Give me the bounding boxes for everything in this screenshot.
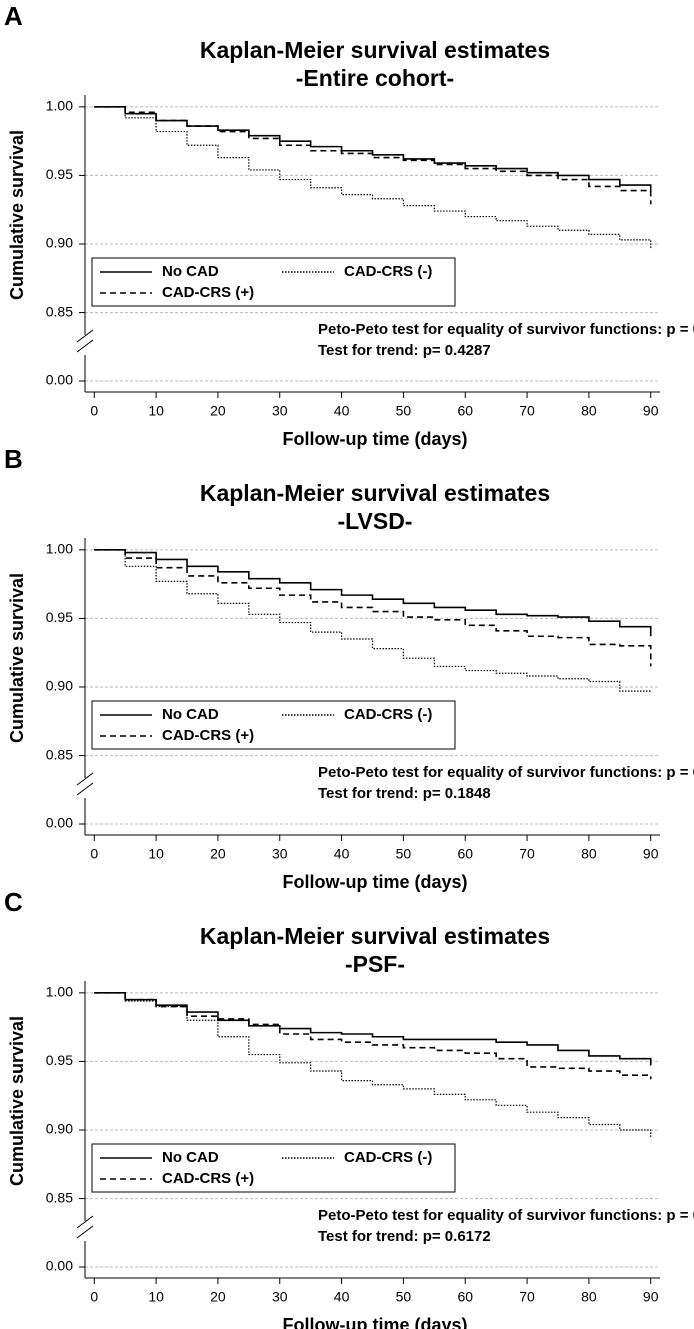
x-tick-label: 10 [148,1289,164,1305]
legend-label: CAD-CRS (-) [344,1149,432,1166]
legend-label: CAD-CRS (-) [344,706,432,723]
x-tick-label: 20 [210,846,226,862]
y-axis-label: Cumulative survival [7,1016,27,1186]
x-tick-label: 10 [148,846,164,862]
chart-title: Kaplan-Meier survival estimates [200,480,550,506]
y-tick-label: 0.90 [46,235,73,251]
y-tick-label: 0.00 [46,815,73,831]
x-axis-label: Follow-up time (days) [282,1315,467,1329]
chart-subtitle: -PSF- [345,951,405,977]
chart-subtitle: -LVSD- [338,508,413,534]
x-tick-label: 70 [519,1289,535,1305]
x-tick-label: 90 [643,403,659,419]
y-tick-label: 1.00 [46,98,73,114]
legend-label: CAD-CRS (+) [162,284,254,301]
panel-letter: B [4,444,23,474]
legend-box [91,700,456,750]
x-tick-label: 20 [210,403,226,419]
x-axis-label: Follow-up time (days) [282,872,467,892]
x-tick-label: 10 [148,403,164,419]
legend-box [91,1143,456,1193]
y-tick-label: 0.00 [46,372,73,388]
panel-letter: C [4,887,23,917]
x-tick-label: 70 [519,403,535,419]
x-tick-label: 50 [396,403,412,419]
annotation: Peto-Peto test for equality of survivor … [318,764,694,781]
x-tick-label: 70 [519,846,535,862]
survival-curve [94,549,652,637]
axis-break [76,782,94,796]
y-axis-label: Cumulative survival [7,130,27,300]
annotation: Test for trend: p= 0.6172 [318,1228,491,1245]
annotation: Test for trend: p= 0.4287 [318,342,491,359]
y-tick-label: 0.90 [46,1121,73,1137]
x-tick-label: 60 [457,1289,473,1305]
y-tick-label: 0.85 [46,1189,73,1205]
y-tick-label: 0.90 [46,678,73,694]
annotation: Peto-Peto test for equality of survivor … [318,1207,694,1224]
x-tick-label: 0 [90,1289,98,1305]
y-axis-label: Cumulative survival [7,573,27,743]
x-tick-label: 40 [334,403,350,419]
annotation: Test for trend: p= 0.1848 [318,785,491,802]
x-tick-label: 0 [90,403,98,419]
survival-curve [94,106,652,250]
y-tick-label: 0.95 [46,1052,73,1068]
legend-label: CAD-CRS (+) [162,727,254,744]
y-tick-label: 0.85 [46,746,73,762]
y-tick-label: 0.95 [46,609,73,625]
panel-letter: A [4,1,23,31]
y-tick-label: 1.00 [46,984,73,1000]
x-tick-label: 60 [457,403,473,419]
x-tick-label: 0 [90,846,98,862]
axis-break [76,772,94,786]
x-tick-label: 20 [210,1289,226,1305]
annotation: Peto-Peto test for equality of survivor … [318,321,694,338]
axis-break [76,339,94,353]
axis-break [76,1225,94,1239]
x-tick-label: 90 [643,1289,659,1305]
chart-title: Kaplan-Meier survival estimates [200,37,550,63]
x-tick-label: 80 [581,1289,597,1305]
survival-curve [94,549,652,693]
legend-box [91,257,456,307]
x-tick-label: 30 [272,846,288,862]
x-tick-label: 50 [396,846,412,862]
legend-label: CAD-CRS (+) [162,1170,254,1187]
axis-break [76,1215,94,1229]
x-tick-label: 60 [457,846,473,862]
x-tick-label: 40 [334,846,350,862]
legend-label: No CAD [162,263,219,280]
x-tick-label: 50 [396,1289,412,1305]
survival-curve [94,992,652,1066]
survival-curve [94,549,652,667]
survival-curve [94,992,652,1080]
x-tick-label: 80 [581,846,597,862]
legend-label: CAD-CRS (-) [344,263,432,280]
x-tick-label: 30 [272,403,288,419]
x-tick-label: 80 [581,403,597,419]
survival-curve [94,992,652,1137]
x-axis-label: Follow-up time (days) [282,429,467,449]
y-tick-label: 0.85 [46,303,73,319]
axis-break [76,329,94,343]
y-tick-label: 1.00 [46,541,73,557]
legend-label: No CAD [162,1149,219,1166]
x-tick-label: 90 [643,846,659,862]
chart-subtitle: -Entire cohort- [296,65,454,91]
chart-title: Kaplan-Meier survival estimates [200,923,550,949]
y-tick-label: 0.00 [46,1258,73,1274]
legend-label: No CAD [162,706,219,723]
x-tick-label: 30 [272,1289,288,1305]
y-tick-label: 0.95 [46,166,73,182]
survival-curve [94,106,652,205]
x-tick-label: 40 [334,1289,350,1305]
